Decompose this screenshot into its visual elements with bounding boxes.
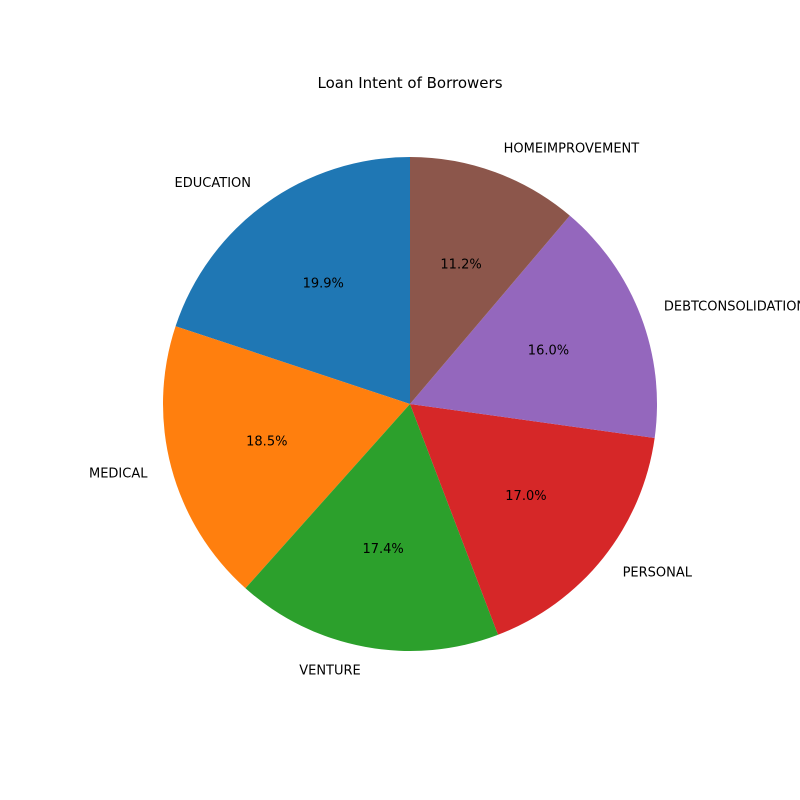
- percent-label-medical: 18.5%: [246, 435, 287, 450]
- category-label-education: EDUCATION: [175, 176, 251, 191]
- pie-slice-education: [175, 157, 410, 404]
- percent-label-debtconsolidation: 16.0%: [528, 344, 569, 359]
- category-label-venture: VENTURE: [299, 664, 361, 679]
- pie-slice-debtconsolidation: [410, 215, 658, 439]
- pie-slice-homeimprovement: [410, 157, 570, 404]
- category-label-homeimprovement: HOMEIMPROVEMENT: [504, 141, 640, 156]
- percent-label-venture: 17.4%: [362, 542, 403, 557]
- percent-label-homeimprovement: 11.2%: [440, 257, 481, 272]
- category-label-debtconsolidation: DEBTCONSOLIDATION: [664, 300, 800, 315]
- pie-labels: 19.9% EDUCATION 18.5% MEDICAL 17.4% VENTURE 17…: [89, 141, 800, 678]
- percent-label-personal: 17.0%: [505, 489, 546, 504]
- category-label-medical: MEDICAL: [89, 467, 148, 482]
- pie-slice-medical: [163, 326, 410, 589]
- percent-label-education: 19.9%: [303, 276, 344, 291]
- category-label-personal: PERSONAL: [623, 566, 693, 581]
- chart-title: Loan Intent of Borrowers: [317, 74, 502, 92]
- pie-slice-personal: [410, 404, 655, 635]
- pie-slice-venture: [245, 404, 499, 652]
- pie-slices: [163, 157, 658, 652]
